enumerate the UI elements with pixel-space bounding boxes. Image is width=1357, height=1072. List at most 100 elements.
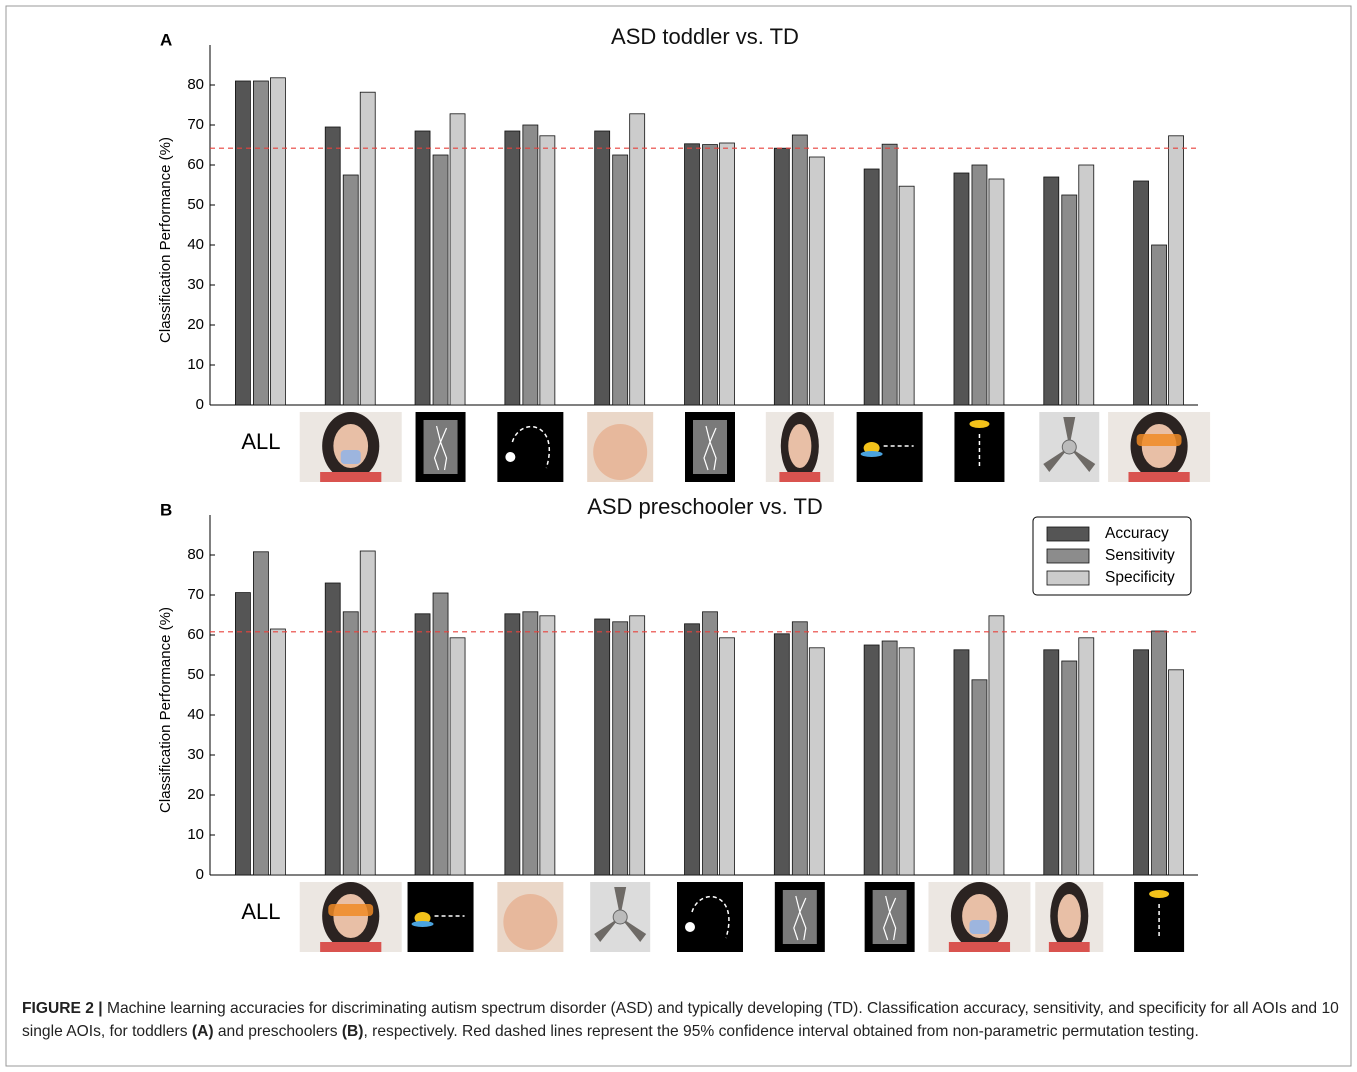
bar xyxy=(270,78,285,405)
caption-text: , respectively. Red dashed lines represe… xyxy=(364,1023,1199,1040)
x-tick-label: ALL xyxy=(241,899,280,924)
bar xyxy=(1044,650,1059,875)
y-tick-label: 50 xyxy=(187,666,204,683)
chart: A ASD toddler vs. TD Classification Perfor… xyxy=(0,0,1357,1072)
thumbnail-face xyxy=(593,424,647,480)
bar xyxy=(523,612,538,875)
bar xyxy=(360,92,375,405)
panel-label: A xyxy=(160,30,172,49)
y-tick-label: 50 xyxy=(187,196,204,213)
bar xyxy=(505,131,520,405)
bar xyxy=(899,648,914,875)
bar xyxy=(1062,661,1077,875)
thumbnail-face xyxy=(503,894,557,950)
bar xyxy=(613,155,628,405)
bar xyxy=(235,81,250,405)
thumbnail-water xyxy=(861,451,883,457)
bar xyxy=(792,135,807,405)
bar xyxy=(433,593,448,875)
bar xyxy=(325,583,340,875)
thumbnail xyxy=(497,412,563,482)
y-tick-label: 80 xyxy=(187,546,204,563)
bar xyxy=(703,612,718,875)
bar xyxy=(1169,670,1184,875)
thumbnail-hub xyxy=(1062,440,1076,454)
y-tick-label: 20 xyxy=(187,786,204,803)
bar xyxy=(523,125,538,405)
thumbnail-heli xyxy=(969,420,989,428)
bar xyxy=(540,616,555,875)
bar xyxy=(882,641,897,875)
thumbnail-inner xyxy=(424,420,458,474)
x-tick-label: ALL xyxy=(241,429,280,454)
y-tick-label: 70 xyxy=(187,116,204,133)
bar xyxy=(595,131,610,405)
thumbnail-aoi xyxy=(969,920,989,934)
thumbnail-shirt xyxy=(1128,472,1189,482)
thumbnail-hub xyxy=(613,910,627,924)
bar xyxy=(899,186,914,405)
y-tick-label: 20 xyxy=(187,316,204,333)
thumbnail-aoi xyxy=(341,450,361,464)
thumbnail-face xyxy=(788,424,811,468)
thumbnail-dot xyxy=(505,452,515,462)
bar xyxy=(1134,650,1149,875)
bar xyxy=(1079,638,1094,875)
thumbnail-face xyxy=(1058,894,1081,938)
y-axis-label: Classification Performance (%) xyxy=(157,137,174,343)
thumbnail-water xyxy=(412,921,434,927)
legend-label: Accuracy xyxy=(1105,525,1169,542)
bar xyxy=(720,638,735,875)
bar xyxy=(1044,177,1059,405)
bar xyxy=(325,127,340,405)
bar xyxy=(1134,181,1149,405)
y-tick-label: 40 xyxy=(187,706,204,723)
figure: A ASD toddler vs. TD Classification Perfor… xyxy=(0,0,1357,1072)
bar xyxy=(809,157,824,405)
bar xyxy=(882,144,897,405)
thumbnail-shirt xyxy=(779,472,820,482)
bar xyxy=(774,148,789,405)
bar xyxy=(343,175,358,405)
legend-swatch xyxy=(1047,527,1089,541)
bar xyxy=(253,552,268,875)
thumbnail-dot xyxy=(685,922,695,932)
bar xyxy=(450,638,465,875)
bar xyxy=(433,155,448,405)
bar xyxy=(954,650,969,875)
bar xyxy=(792,622,807,875)
y-tick-label: 70 xyxy=(187,586,204,603)
chart-title: ASD preschooler vs. TD xyxy=(587,494,823,519)
y-tick-label: 30 xyxy=(187,746,204,763)
bar xyxy=(989,616,1004,875)
y-tick-label: 80 xyxy=(187,76,204,93)
legend-label: Sensitivity xyxy=(1105,547,1175,564)
panel-label: B xyxy=(160,500,172,519)
bar xyxy=(505,614,520,875)
bar xyxy=(972,680,987,875)
y-tick-label: 60 xyxy=(187,156,204,173)
legend-swatch xyxy=(1047,549,1089,563)
thumbnail-inner xyxy=(873,890,907,944)
chart-title: ASD toddler vs. TD xyxy=(611,24,799,49)
thumbnail-inner xyxy=(693,420,727,474)
bar xyxy=(774,634,789,875)
bar xyxy=(809,648,824,875)
caption: FIGURE 2 | Machine learning accuracies f… xyxy=(22,997,1340,1043)
bar xyxy=(864,169,879,405)
legend-label: Specificity xyxy=(1105,569,1175,586)
thumbnail-aoi xyxy=(1137,434,1182,446)
bar xyxy=(685,144,700,405)
bar xyxy=(613,622,628,875)
bar xyxy=(685,624,700,875)
bar xyxy=(630,114,645,405)
caption-text: (A) xyxy=(192,1023,214,1040)
bar xyxy=(1169,136,1184,405)
thumbnail-aoi xyxy=(328,904,373,916)
bar xyxy=(450,114,465,405)
bar xyxy=(235,593,250,875)
y-axis-label: Classification Performance (%) xyxy=(157,607,174,813)
caption-text: and preschoolers xyxy=(214,1023,342,1040)
bar xyxy=(360,551,375,875)
bar xyxy=(343,612,358,875)
